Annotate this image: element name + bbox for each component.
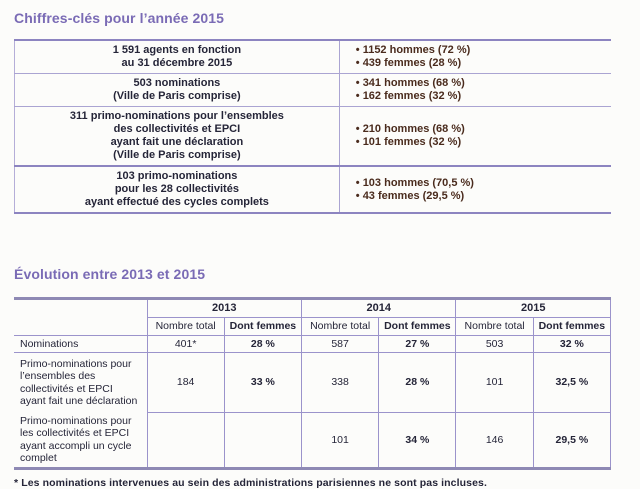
subheader-nombre-total: Nombre total xyxy=(455,317,534,336)
key-figure-line: pour les 28 collectivités xyxy=(114,183,239,195)
bullet-item: • 1152 hommes (72 %) xyxy=(355,44,471,56)
value-cell: 101 xyxy=(455,352,534,413)
key-figure-label: 1 591 agents en fonction au 31 décembre … xyxy=(14,40,340,74)
key-figure-breakdown: • 1152 hommes (72 %) • 439 femmes (28 %) xyxy=(339,40,611,74)
key-figure-line: (Ville de Paris comprise) xyxy=(113,149,241,161)
key-figure-line: (Ville de Paris comprise) xyxy=(113,90,241,102)
key-figure-line: 311 primo-nominations pour l’ensembles xyxy=(69,110,284,122)
bullet-item: • 43 femmes (29,5 %) xyxy=(355,189,465,202)
subheader-dont-femmes: Dont femmes xyxy=(223,317,302,336)
value-cell: 28 % xyxy=(378,352,456,413)
bullet-item: • 162 femmes (32 %) xyxy=(355,90,462,102)
key-figure-label: 311 primo-nominations pour l’ensembles d… xyxy=(14,106,340,167)
table-row: Nominations 401* 28 % 587 27 % 503 32 % xyxy=(14,335,612,353)
bullet-item: • 341 hommes (68 %) xyxy=(355,77,465,89)
bullet-item: • 101 femmes (32 %) xyxy=(355,136,462,148)
table-row: 311 primo-nominations pour l’ensembles d… xyxy=(14,106,611,167)
value-cell: 29,5 % xyxy=(532,412,612,468)
key-figures-table: 1 591 agents en fonction au 31 décembre … xyxy=(14,39,611,214)
value-cell: 338 xyxy=(300,352,379,413)
year-header-2014: 2014 xyxy=(300,298,456,318)
value-cell: 101 xyxy=(300,412,379,468)
value-cell: 587 xyxy=(300,335,379,353)
key-figure-line: 503 nominations xyxy=(133,77,221,89)
value-cell: 503 xyxy=(455,335,534,353)
key-figure-line: des collectivités et EPCI xyxy=(113,123,241,135)
subheader-nombre-total: Nombre total xyxy=(300,317,379,336)
value-cell: 146 xyxy=(455,412,534,468)
table-row: 503 nominations (Ville de Paris comprise… xyxy=(14,73,611,107)
table-header-row-sub: Nombre total Dont femmes Nombre total Do… xyxy=(14,317,612,336)
year-header-2015: 2015 xyxy=(455,298,611,318)
table-row: Primo-nominations pour l’ensembles des c… xyxy=(14,352,612,413)
key-figure-label: 503 nominations (Ville de Paris comprise… xyxy=(14,73,340,107)
key-figure-label: 103 primo-nominations pour les 28 collec… xyxy=(14,166,340,213)
subheader-dont-femmes: Dont femmes xyxy=(532,317,612,336)
value-cell: 184 xyxy=(146,352,225,413)
bullet-item: • 439 femmes (28 %) xyxy=(355,57,462,69)
value-cell: 28 % xyxy=(223,335,302,353)
subheader-nombre-total: Nombre total xyxy=(146,317,225,336)
value-cell-empty xyxy=(223,412,302,468)
key-figure-breakdown: • 341 hommes (68 %) • 162 femmes (32 %) xyxy=(339,73,611,107)
key-figure-line: 103 primo-nominations xyxy=(116,170,238,182)
bullet-item: • 210 hommes (68 %) xyxy=(355,123,465,135)
value-cell: 27 % xyxy=(378,335,456,353)
table-header-row-years: 2013 2014 2015 xyxy=(14,298,611,336)
value-cell: 32 % xyxy=(532,335,612,353)
table-row: 1 591 agents en fonction au 31 décembre … xyxy=(14,40,611,74)
table-row: Primo-nominations pour les collectivités… xyxy=(14,412,612,468)
key-figure-line: 1 591 agents en fonction xyxy=(112,44,242,56)
value-cell: 32,5 % xyxy=(532,352,612,413)
section-title-chiffres-cles: Chiffres-clés pour l’année 2015 xyxy=(14,10,225,26)
section-title-evolution: Évolution entre 2013 et 2015 xyxy=(14,266,206,282)
value-cell-empty xyxy=(146,412,225,468)
value-cell: 34 % xyxy=(378,412,456,468)
table-row: 103 primo-nominations pour les 28 collec… xyxy=(14,166,612,213)
row-label: Nominations xyxy=(14,335,148,353)
key-figure-line: ayant effectué des cycles complets xyxy=(84,196,269,208)
footnote: * Les nominations intervenues au sein de… xyxy=(14,476,487,489)
row-label: Primo-nominations pour l’ensembles des c… xyxy=(20,357,138,408)
value-cell: 33 % xyxy=(223,352,302,413)
key-figure-line: ayant fait une déclaration xyxy=(110,136,244,148)
key-figure-breakdown: • 210 hommes (68 %) • 101 femmes (32 %) xyxy=(339,106,611,167)
year-header-2013: 2013 xyxy=(146,298,302,318)
key-figure-breakdown: • 103 hommes (70,5 %) • 43 femmes (29,5 … xyxy=(339,166,611,213)
evolution-table: 2013 2014 2015 Nombre total Dont femmes … xyxy=(14,297,612,470)
value-cell: 401* xyxy=(146,335,225,353)
bullet-item: • 103 hommes (70,5 %) xyxy=(355,176,474,189)
subheader-dont-femmes: Dont femmes xyxy=(378,317,456,336)
row-label: Primo-nominations pour les collectivités… xyxy=(20,414,132,465)
key-figure-line: au 31 décembre 2015 xyxy=(121,57,233,69)
empty-corner-cell xyxy=(14,298,148,336)
